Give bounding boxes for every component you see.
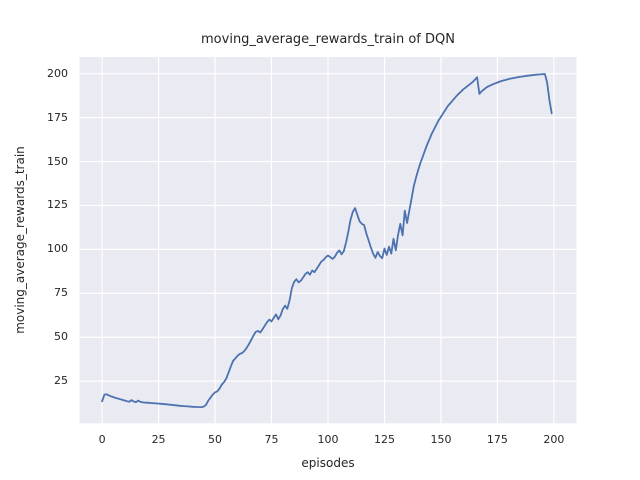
y-tick-label-2: 75 [54, 286, 68, 300]
x-tick-label-5: 125 [373, 433, 395, 446]
y-tick-label-5: 150 [47, 154, 68, 168]
y-tick-label-1: 50 [54, 330, 68, 344]
y-tick-label-6: 175 [47, 110, 68, 124]
y-tick-label-3: 100 [47, 242, 68, 256]
series-line-moving_average_rewards_train [101, 73, 553, 409]
x-tick-label-4: 100 [317, 433, 339, 446]
y-tick-label-4: 125 [47, 198, 68, 212]
x-tick-label-2: 50 [208, 433, 223, 446]
x-tick-label-1: 25 [151, 433, 166, 446]
x-tick-label-7: 175 [486, 433, 508, 446]
y-axis-label: moving_average_rewards_train [13, 146, 27, 334]
x-tick-label-3: 75 [264, 433, 279, 446]
x-tick-label-8: 200 [543, 433, 565, 446]
y-tick-label-7: 200 [47, 66, 68, 80]
x-tick-label-6: 150 [430, 433, 452, 446]
x-tick-label-0: 0 [98, 433, 106, 446]
y-tick-label-0: 25 [54, 374, 68, 388]
x-axis-label: episodes [301, 456, 355, 470]
chart-title: moving_average_rewards_train of DQN [201, 32, 455, 47]
